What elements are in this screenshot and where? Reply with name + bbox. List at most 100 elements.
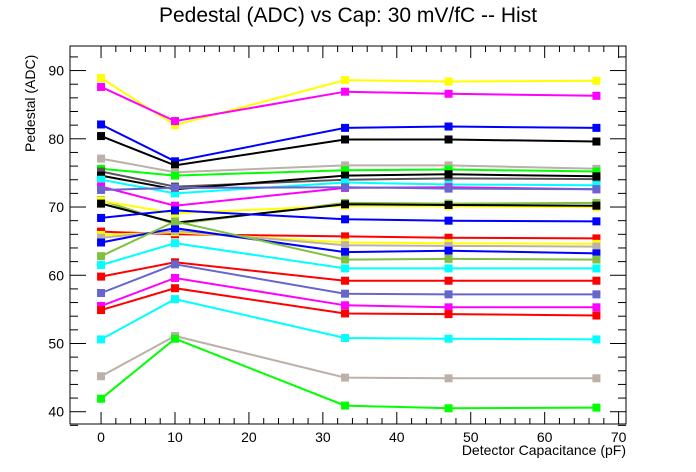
data-point (444, 77, 453, 86)
data-point (444, 264, 453, 273)
x-tick-label: 20 (241, 429, 257, 445)
data-point (592, 264, 601, 273)
data-point (341, 87, 350, 96)
data-point (341, 241, 350, 250)
data-point (592, 303, 601, 312)
data-point (97, 306, 106, 315)
data-point (592, 217, 601, 226)
data-point (444, 276, 453, 285)
data-point (341, 123, 350, 132)
data-point (97, 394, 106, 403)
chart-title: Pedestal (ADC) vs Cap: 30 mV/fC -- Hist (158, 4, 538, 27)
data-point (170, 121, 179, 130)
data-point (341, 178, 350, 187)
plot-frame (69, 45, 627, 425)
data-point (592, 201, 601, 210)
data-point (444, 241, 453, 250)
data-point (170, 157, 179, 166)
data-point (444, 233, 453, 242)
data-point (592, 167, 601, 176)
data-point (97, 288, 106, 297)
data-point (444, 334, 453, 343)
data-point (341, 255, 350, 264)
data-point (341, 166, 350, 175)
data-point (170, 224, 179, 233)
data-point (592, 185, 601, 194)
data-point (97, 132, 106, 141)
data-point (592, 403, 601, 412)
data-point (592, 255, 601, 264)
data-point (97, 238, 106, 247)
data-point (444, 290, 453, 299)
data-point (170, 117, 179, 126)
data-point (170, 217, 179, 226)
data-point (592, 181, 601, 190)
data-point (97, 185, 106, 194)
data-point (341, 171, 350, 180)
data-point (170, 201, 179, 210)
data-point (97, 82, 106, 91)
data-point (170, 284, 179, 293)
data-point (341, 215, 350, 224)
data-point (444, 122, 453, 131)
data-point (444, 374, 453, 383)
data-point (444, 246, 453, 255)
data-point (444, 135, 453, 144)
data-point (97, 261, 106, 270)
data-point (170, 206, 179, 215)
data-point (444, 165, 453, 174)
data-point (341, 301, 350, 310)
data-point (444, 161, 453, 170)
data-point (97, 120, 106, 129)
data-point (170, 334, 179, 343)
data-point (592, 249, 601, 258)
data-point (341, 161, 350, 170)
data-point (97, 199, 106, 208)
data-point (444, 89, 453, 98)
data-point (97, 233, 106, 242)
data-point (592, 123, 601, 132)
x-tick-label: 40 (389, 429, 405, 445)
data-point (341, 289, 350, 298)
y-tick-label: 60 (48, 267, 64, 283)
data-point (341, 309, 350, 318)
data-point (97, 213, 106, 222)
data-point (592, 234, 601, 243)
data-point (170, 183, 179, 192)
data-point (97, 335, 106, 344)
y-tick-label: 70 (48, 199, 64, 215)
data-point (170, 189, 179, 198)
data-point (444, 310, 453, 319)
data-point (592, 76, 601, 85)
x-tick-label: 30 (315, 429, 331, 445)
data-point (341, 76, 350, 85)
data-point (170, 295, 179, 304)
data-point (444, 174, 453, 183)
data-point (97, 167, 106, 176)
data-point (444, 200, 453, 209)
data-point (592, 172, 601, 181)
data-point (592, 290, 601, 299)
data-point (592, 137, 601, 146)
y-tick-label: 50 (48, 335, 64, 351)
data-point (341, 264, 350, 273)
data-point (444, 404, 453, 413)
data-point (341, 401, 350, 410)
x-tick-label: 10 (167, 429, 183, 445)
data-point (97, 175, 106, 184)
data-point (170, 161, 179, 170)
data-point (97, 74, 106, 83)
data-point (341, 248, 350, 257)
x-tick-label: 70 (611, 429, 627, 445)
data-point (592, 374, 601, 383)
data-point (341, 334, 350, 343)
data-point (97, 372, 106, 381)
y-tick-label: 80 (48, 131, 64, 147)
data-point (97, 272, 106, 281)
data-point (170, 273, 179, 282)
data-point (170, 239, 179, 248)
data-point (170, 260, 179, 269)
data-point (444, 216, 453, 225)
y-axis-label: Pedestal (ADC) (22, 54, 38, 152)
